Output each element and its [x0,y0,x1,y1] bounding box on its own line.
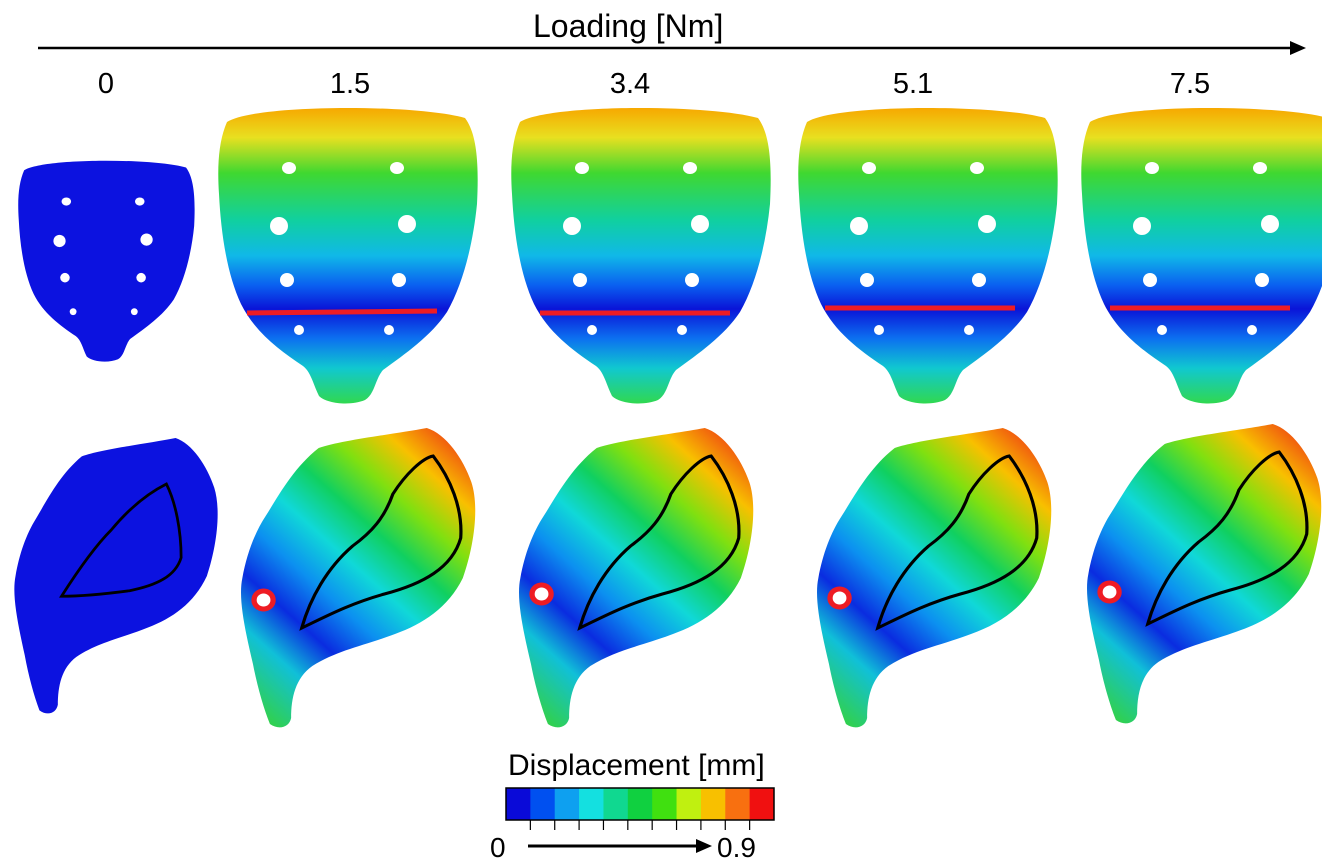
loading-label-3: 5.1 [892,68,934,100]
lateral-view-0 [14,438,218,714]
posterior-view-4 [1081,107,1322,404]
displacement-colorbar [505,787,775,830]
auricular-outline-3 [875,454,1039,631]
legend-min-label: 0 [490,832,506,863]
colorbar-segment [627,788,653,820]
auricular-outline-1 [299,454,463,631]
colorbar-segment [603,788,629,820]
colorbar-segment [554,788,580,820]
loading-label-0: 0 [97,68,115,100]
marker-line-1 [246,308,438,316]
posterior-view-0 [18,160,195,362]
colorbar-segment [749,788,775,820]
colorbar-segment [530,788,556,820]
sensor-marker-3 [827,586,852,610]
auricular-outline-4 [1145,450,1309,627]
sensor-marker-4 [1097,580,1122,604]
posterior-view-3 [798,107,1058,404]
loading-axis-arrow [38,41,1306,55]
colorbar-segment [676,788,702,820]
legend-arrow [528,839,712,853]
loading-label-2: 3.4 [609,68,651,100]
legend-max-label: 0.9 [717,832,756,863]
posterior-view-2 [511,107,771,404]
colorbar-segment [652,788,678,820]
loading-axis-title: Loading [Nm] [533,8,724,44]
auricular-outline-2 [577,454,741,631]
lateral-view-2 [519,428,754,728]
sensor-marker-1 [251,588,276,612]
legend-title: Displacement [mm] [508,749,765,782]
loading-label-1: 1.5 [329,68,371,100]
lateral-view-1 [241,428,476,728]
colorbar-segment [506,788,531,820]
loading-label-4: 7.5 [1169,68,1211,100]
lateral-view-4 [1087,424,1322,724]
colorbar-segment [579,788,604,820]
colorbar-segment [725,788,751,820]
posterior-view-1 [218,107,478,404]
colorbar-frame [505,787,775,821]
sensor-marker-2 [529,582,554,606]
lateral-view-3 [817,428,1052,728]
auricular-outline-0 [59,482,183,598]
colorbar-segment [700,788,726,820]
